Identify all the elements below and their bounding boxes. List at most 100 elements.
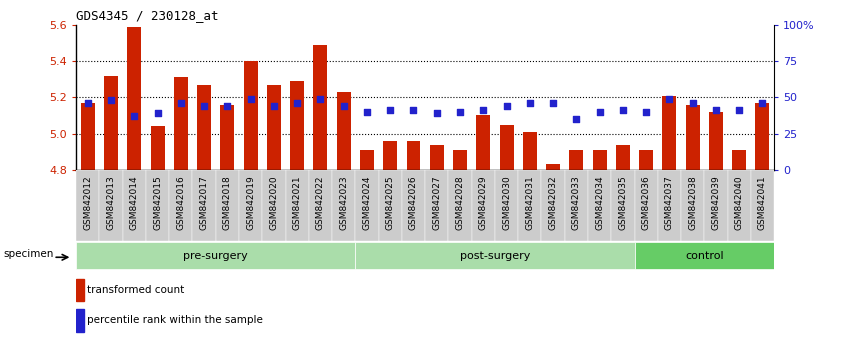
Bar: [76, 242, 355, 269]
Bar: [76, 279, 84, 302]
Text: GSM842039: GSM842039: [711, 176, 721, 230]
Point: [407, 108, 420, 113]
Bar: [709, 112, 722, 170]
Point: [616, 108, 629, 113]
Point: [640, 109, 653, 115]
Text: percentile rank within the sample: percentile rank within the sample: [87, 315, 263, 325]
Bar: [76, 309, 84, 331]
Text: post-surgery: post-surgery: [459, 251, 530, 261]
Bar: [732, 150, 746, 170]
Bar: [495, 170, 518, 241]
Bar: [262, 170, 285, 241]
Bar: [337, 92, 350, 170]
Text: GSM842021: GSM842021: [293, 176, 302, 230]
Point: [547, 100, 560, 106]
Point: [197, 103, 211, 109]
Bar: [588, 170, 611, 241]
Bar: [541, 170, 564, 241]
Bar: [285, 170, 309, 241]
Point: [221, 103, 234, 109]
Point: [383, 108, 397, 113]
Bar: [192, 170, 216, 241]
Bar: [426, 170, 448, 241]
Bar: [100, 170, 123, 241]
Point: [569, 116, 583, 122]
Bar: [523, 132, 537, 170]
Point: [314, 96, 327, 102]
Text: control: control: [685, 251, 723, 261]
Point: [593, 109, 607, 115]
Text: GSM842020: GSM842020: [269, 176, 278, 230]
Text: GSM842019: GSM842019: [246, 176, 255, 230]
Point: [755, 100, 769, 106]
Text: pre-surgery: pre-surgery: [184, 251, 248, 261]
Bar: [640, 150, 653, 170]
Bar: [662, 96, 677, 170]
Bar: [146, 170, 169, 241]
Text: GSM842017: GSM842017: [200, 176, 209, 230]
Text: GSM842016: GSM842016: [176, 176, 185, 230]
Point: [662, 96, 676, 102]
Point: [267, 103, 281, 109]
Bar: [355, 242, 634, 269]
Text: GSM842023: GSM842023: [339, 176, 349, 230]
Text: GSM842018: GSM842018: [222, 176, 232, 230]
Bar: [151, 126, 164, 170]
Text: GSM842024: GSM842024: [362, 176, 371, 230]
Bar: [704, 170, 728, 241]
Bar: [127, 27, 141, 170]
Point: [733, 108, 746, 113]
Bar: [751, 170, 774, 241]
Text: GSM842029: GSM842029: [479, 176, 488, 230]
Bar: [430, 144, 443, 170]
Text: GSM842040: GSM842040: [734, 176, 744, 230]
Bar: [472, 170, 495, 241]
Text: GSM842027: GSM842027: [432, 176, 442, 230]
Point: [360, 109, 374, 115]
Text: GSM842030: GSM842030: [502, 176, 511, 230]
Bar: [80, 103, 95, 170]
Bar: [564, 170, 588, 241]
Text: GSM842028: GSM842028: [455, 176, 464, 230]
Bar: [681, 170, 704, 241]
Text: GSM842036: GSM842036: [641, 176, 651, 230]
Text: transformed count: transformed count: [87, 285, 184, 295]
Bar: [616, 144, 629, 170]
Point: [523, 100, 536, 106]
Bar: [658, 170, 681, 241]
Point: [128, 113, 141, 119]
Text: GSM842037: GSM842037: [665, 176, 674, 230]
Text: GSM842032: GSM842032: [548, 176, 558, 230]
Text: GSM842033: GSM842033: [572, 176, 581, 230]
Bar: [197, 85, 212, 170]
Text: GSM842034: GSM842034: [595, 176, 604, 230]
Bar: [290, 81, 304, 170]
Bar: [309, 170, 332, 241]
Bar: [173, 78, 188, 170]
Bar: [123, 170, 146, 241]
Bar: [378, 170, 402, 241]
Bar: [728, 170, 751, 241]
Bar: [499, 125, 514, 170]
Bar: [755, 103, 770, 170]
Bar: [634, 242, 774, 269]
Bar: [569, 150, 584, 170]
Bar: [239, 170, 262, 241]
Bar: [634, 170, 658, 241]
Bar: [104, 75, 118, 170]
Bar: [244, 61, 257, 170]
Bar: [360, 150, 374, 170]
Bar: [332, 170, 355, 241]
Point: [337, 103, 350, 109]
Bar: [266, 85, 281, 170]
Bar: [518, 170, 541, 241]
Bar: [406, 141, 420, 170]
Point: [290, 100, 304, 106]
Point: [686, 100, 700, 106]
Point: [244, 96, 257, 102]
Text: GSM842022: GSM842022: [316, 176, 325, 230]
Point: [151, 110, 164, 116]
Point: [709, 108, 722, 113]
Text: GSM842025: GSM842025: [386, 176, 395, 230]
Bar: [448, 170, 472, 241]
